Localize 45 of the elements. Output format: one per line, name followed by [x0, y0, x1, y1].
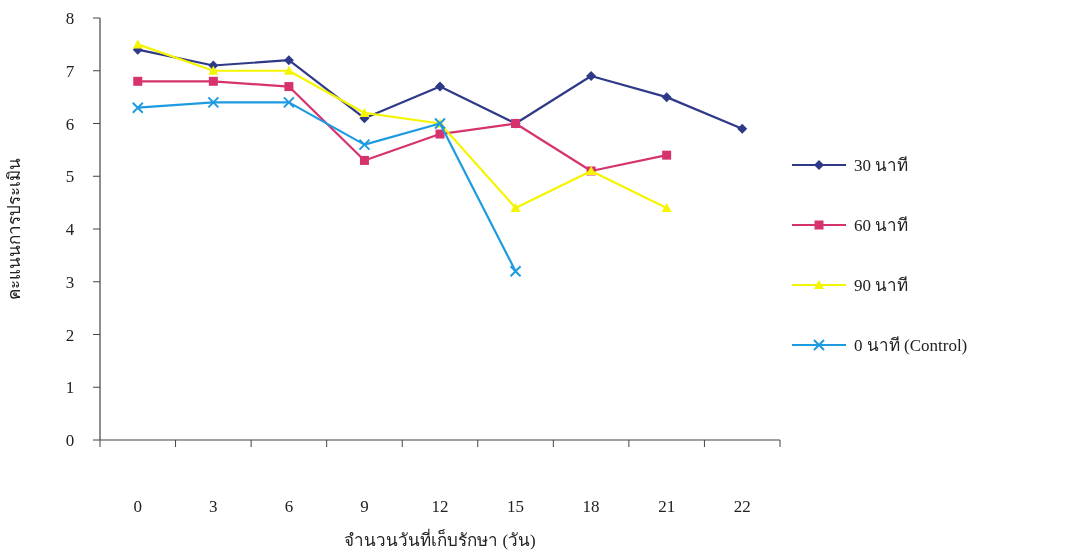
y-tick-label: 4 [65, 220, 75, 239]
point [661, 92, 672, 103]
y-tick-label: 5 [65, 167, 75, 187]
point [131, 101, 144, 114]
point [509, 265, 522, 278]
y-tick-label: 8 [65, 9, 75, 28]
point [586, 71, 597, 82]
y-tick-label: 7 [65, 61, 75, 81]
point [207, 96, 220, 109]
legend-label: 0 นาที (Control) [854, 336, 968, 355]
point [284, 82, 294, 92]
point [132, 39, 143, 49]
point [208, 76, 218, 86]
point [208, 65, 219, 75]
point [133, 76, 143, 86]
point [283, 55, 294, 66]
point [359, 155, 369, 165]
x-axis-title: จำนวนวันที่เก็บรักษา (วัน) [344, 528, 536, 550]
x-tick-label: 22 [733, 497, 751, 516]
point [662, 150, 672, 160]
x-tick-label: 3 [209, 497, 218, 516]
legend-label: 60 นาที [854, 216, 909, 235]
y-tick-label: 3 [65, 272, 75, 292]
y-tick-label: 1 [65, 378, 75, 398]
point [358, 138, 371, 151]
legend-label: 90 นาที [854, 276, 909, 295]
x-tick-label: 21 [658, 497, 676, 516]
x-tick-label: 0 [133, 497, 143, 516]
point [737, 123, 748, 134]
x-tick-label: 15 [507, 497, 525, 516]
point [359, 107, 370, 117]
point [510, 202, 521, 212]
point [661, 202, 672, 212]
y-tick-label: 2 [65, 325, 75, 345]
point [283, 65, 294, 75]
x-tick-label: 18 [582, 497, 600, 516]
x-tick-label: 12 [431, 497, 449, 516]
y-tick-label: 0 [65, 431, 75, 450]
legend-label: 30 นาที [854, 156, 909, 175]
y-tick-label: 6 [65, 114, 75, 134]
x-tick-label: 9 [360, 497, 369, 516]
point [282, 96, 295, 109]
x-tick-label: 6 [284, 497, 294, 516]
point [435, 81, 445, 92]
y-axis-title: คะแนนการประเมิน [5, 158, 24, 300]
